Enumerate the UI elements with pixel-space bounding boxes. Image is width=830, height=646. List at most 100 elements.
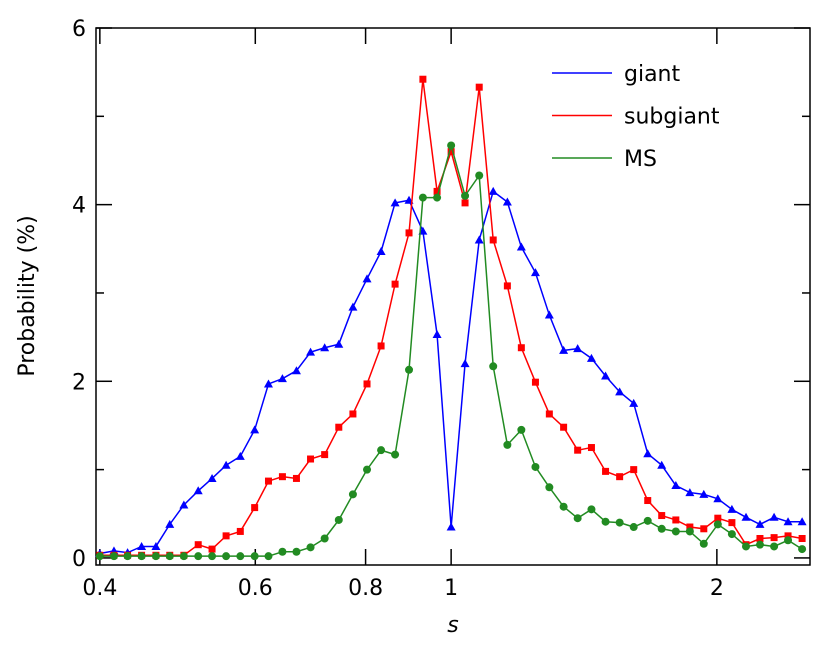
data-point [236,527,244,535]
data-point [573,344,583,353]
series-line [99,142,803,557]
data-point [671,527,680,536]
data-point [545,410,553,418]
data-point [222,532,230,540]
data-point [475,171,484,180]
data-point [362,274,372,283]
data-point [306,347,316,356]
y-axis-label: Probability (%) [15,215,40,376]
data-point [686,523,694,531]
x-axis-label: s [447,613,458,638]
data-point [798,535,806,543]
data-point [179,500,189,509]
data-point [95,552,104,561]
y-tick-label: 6 [72,17,86,42]
data-point [405,365,414,374]
data-point [475,83,483,91]
legend-label: giant [624,62,681,87]
data-point [432,329,442,338]
data-point [587,444,595,452]
data-point [292,474,300,482]
data-point [251,504,259,512]
data-point [377,446,386,455]
data-point [433,193,442,202]
data-point [250,552,259,561]
data-point [784,536,793,545]
data-point [194,541,202,549]
data-point [713,494,723,503]
data-point [391,280,399,288]
data-point [517,425,526,434]
data-point [658,512,666,520]
data-point [784,532,792,540]
data-point [447,148,455,156]
data-point [643,449,653,458]
data-point [363,380,371,388]
data-point [728,519,736,527]
data-point [222,552,231,561]
data-point [755,540,764,549]
data-point [447,141,456,150]
data-point [756,535,764,543]
data-point [208,552,217,561]
data-point [419,75,427,83]
data-point [306,543,315,552]
data-point [446,522,456,531]
data-point [502,197,512,206]
data-point [713,520,722,529]
data-point [236,552,245,561]
data-point [602,467,610,475]
data-point [208,545,216,553]
data-point [307,455,315,463]
data-point [714,514,722,522]
data-point [573,514,582,523]
data-point [137,552,146,561]
data-point [770,542,779,551]
data-point [418,193,427,202]
data-point [783,517,793,526]
data-point [531,462,540,471]
data-point [151,552,160,561]
data-point [221,460,231,469]
data-point [377,342,385,350]
data-point [109,552,118,561]
data-point [559,345,569,354]
data-point [531,378,539,386]
data-point [263,379,273,388]
data-point [630,466,638,474]
data-point [700,525,708,533]
data-point [516,242,526,251]
data-point [560,423,568,431]
data-point [264,552,273,561]
data-point [348,490,357,499]
plot-frame [95,27,811,566]
x-tick-label: 1 [444,576,458,601]
data-point [194,552,203,561]
data-point [672,516,680,524]
data-point [391,450,400,459]
data-point [657,460,667,469]
data-point [278,473,286,481]
data-point [335,423,343,431]
data-point [165,519,175,528]
data-point [334,339,344,348]
data-point [277,374,287,383]
data-point [742,542,751,551]
data-point [671,481,681,490]
data-point [770,534,778,542]
data-point [587,505,596,514]
data-point [264,477,272,485]
data-point [544,310,554,319]
data-point [292,547,301,556]
data-point [460,359,470,368]
data-point [615,387,625,396]
data-point [489,236,497,244]
data-point [489,362,498,371]
x-tick-label: 2 [710,576,724,601]
data-point [488,186,498,195]
data-point [601,371,611,380]
data-point [165,552,174,561]
data-point [586,353,596,362]
data-point [363,465,372,474]
